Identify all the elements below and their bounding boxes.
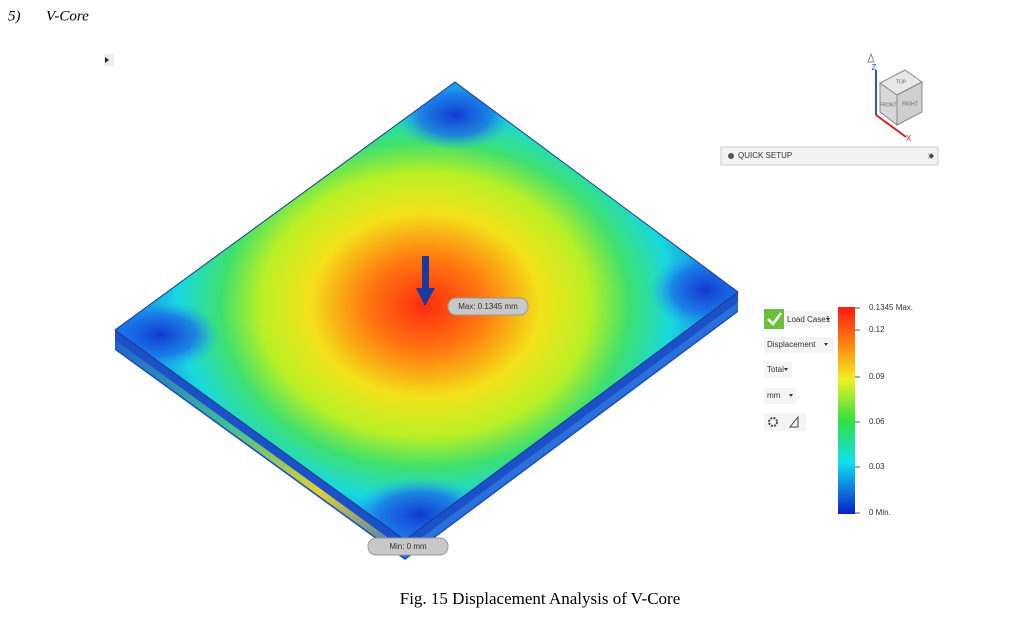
- dropdown-arrow: [784, 368, 788, 371]
- dropdown-arrow: [824, 343, 828, 346]
- legend-label: 0.09: [869, 372, 885, 381]
- quick-setup-bar[interactable]: [720, 146, 939, 166]
- heading-number: 5): [8, 8, 21, 24]
- min-label: Min: 0 mm: [389, 542, 427, 551]
- component-dropdown[interactable]: [764, 362, 792, 378]
- probe-button[interactable]: [788, 415, 799, 428]
- cube-top-label: TOP: [896, 79, 907, 85]
- max-callout: [447, 297, 529, 316]
- legend: 0.1345 Max. 0.12 0.09 0.06 0.03 0 Min.: [855, 303, 913, 517]
- cube-front-label: FRONT: [879, 102, 896, 108]
- cube-right-label: RIGHT: [902, 101, 918, 107]
- legend-label: 0.1345 Max.: [869, 303, 913, 312]
- legend-label: 0.03: [869, 462, 885, 471]
- min-callout: [367, 537, 449, 556]
- result-type-label: Displacement: [767, 340, 816, 349]
- cube-right: [896, 81, 923, 126]
- plate-side-right: [405, 302, 738, 558]
- plate-side: [115, 340, 405, 558]
- load-arrow-shaft: [422, 256, 429, 290]
- setup-icon: [728, 153, 734, 159]
- toggle-icon: [105, 57, 109, 63]
- settings-button[interactable]: [768, 417, 778, 427]
- low-zone: [395, 82, 515, 150]
- dropdown-arrow: [789, 394, 793, 397]
- tool-row: [764, 413, 806, 431]
- expand-icon: [928, 153, 934, 159]
- legend-label: 0.06: [869, 417, 885, 426]
- plate-lower-skin: [115, 292, 738, 560]
- view-cube[interactable]: TOP FRONT RIGHT Z X: [867, 52, 923, 143]
- z-axis-label: Z: [872, 63, 877, 72]
- max-label: Max: 0.1345 mm: [458, 302, 518, 311]
- dropdown-arrow: [826, 318, 830, 321]
- legend-label: 0.12: [869, 325, 885, 334]
- x-axis-label: X: [906, 134, 912, 143]
- unit-dropdown[interactable]: [764, 388, 796, 404]
- x-axis: [875, 114, 907, 138]
- load-case-dropdown[interactable]: [784, 311, 832, 327]
- legend-color-bar: [838, 307, 855, 514]
- load-arrow-head: [416, 288, 435, 306]
- check-icon: [767, 312, 783, 326]
- ok-button[interactable]: [764, 309, 784, 329]
- home-icon: [867, 52, 875, 63]
- load-case-label: Load Case1: [787, 315, 831, 324]
- model: [114, 81, 739, 560]
- result-type-dropdown[interactable]: [764, 337, 834, 353]
- quick-setup-label: QUICK SETUP: [738, 151, 792, 160]
- plate-top: [115, 82, 738, 540]
- component-label: Total: [767, 365, 784, 374]
- unit-label: mm: [767, 391, 781, 400]
- legend-label: 0 Min.: [869, 508, 891, 517]
- caption: Fig. 15 Displacement Analysis of V-Core: [400, 589, 680, 608]
- heading-title: V-Core: [46, 8, 89, 24]
